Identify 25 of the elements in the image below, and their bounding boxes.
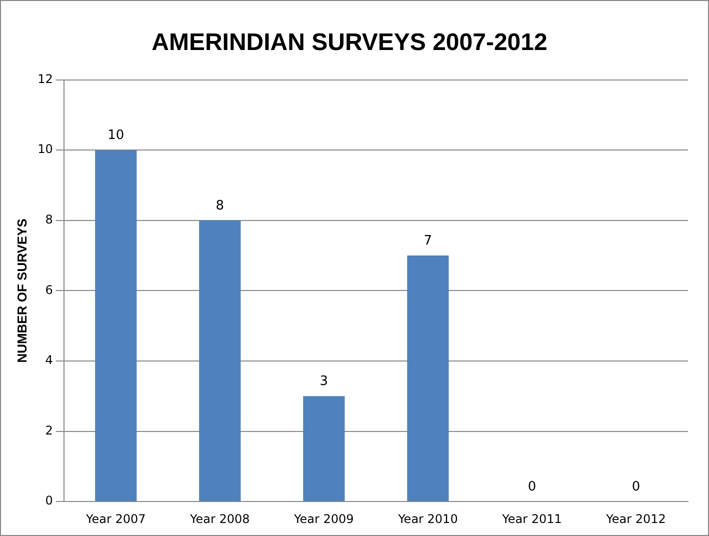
bar [199, 220, 241, 502]
data-label: 8 [216, 198, 224, 214]
bar [95, 150, 137, 502]
y-tick-label: 8 [45, 212, 53, 227]
data-label: 0 [632, 479, 640, 494]
x-tick-label: Year 2007 [85, 512, 146, 526]
x-tick-label: Year 2010 [397, 512, 458, 526]
data-label: 3 [320, 374, 328, 390]
x-tick-label: Year 2008 [189, 512, 250, 526]
y-tick-label: 0 [45, 494, 53, 508]
y-tick-label: 4 [45, 353, 53, 368]
x-tick-label: Year 2009 [293, 512, 354, 526]
y-axis-title: NUMBER OF SURVEYS [14, 218, 30, 363]
y-tick-label: 2 [45, 423, 53, 438]
y-tick-label: 12 [38, 72, 53, 86]
y-tick-label: 6 [45, 282, 53, 297]
bar [303, 396, 345, 502]
data-label: 7 [424, 233, 432, 248]
chart-title: AMERINDIAN SURVEYS 2007-2012 [152, 29, 548, 56]
x-tick-label: Year 2011 [501, 512, 562, 526]
y-tick-label: 10 [38, 142, 53, 156]
x-tick-label: Year 2012 [605, 512, 666, 526]
data-label: 10 [108, 128, 124, 143]
data-label: 0 [528, 479, 536, 494]
bar [407, 256, 449, 502]
